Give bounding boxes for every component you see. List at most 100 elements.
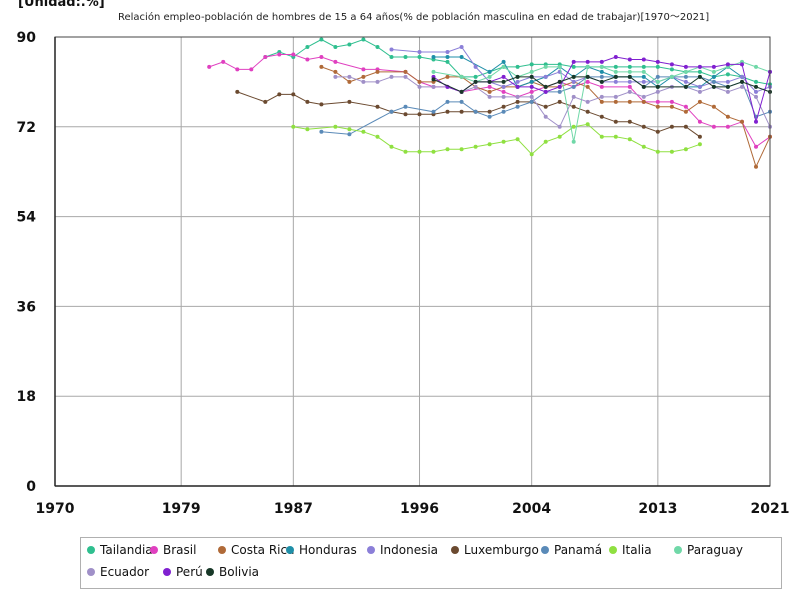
- series-line: [433, 56, 743, 88]
- data-point: [417, 84, 422, 89]
- series-line: [293, 123, 701, 155]
- plot-border: [54, 36, 771, 487]
- data-point: [571, 94, 576, 99]
- data-point: [487, 114, 492, 119]
- legend-label: Paraguay: [687, 543, 744, 557]
- data-point: [641, 64, 646, 69]
- data-point: [417, 55, 422, 59]
- data-point: [655, 89, 660, 94]
- data-point: [613, 69, 618, 74]
- data-point: [711, 69, 716, 74]
- data-point: [515, 84, 520, 89]
- data-point: [571, 79, 576, 84]
- data-point: [529, 79, 534, 84]
- data-point: [277, 52, 282, 57]
- data-point: [627, 137, 632, 142]
- data-point: [473, 144, 478, 149]
- grid-layer: [54, 36, 771, 487]
- data-point: [655, 59, 660, 64]
- data-point: [655, 64, 660, 69]
- data-point: [501, 59, 506, 64]
- y-tick-label: 90: [17, 30, 37, 46]
- legend-item: Tailandia: [87, 543, 153, 557]
- data-point: [543, 89, 548, 94]
- data-point: [711, 79, 716, 84]
- data-point: [683, 124, 688, 129]
- data-point: [754, 94, 758, 99]
- data-point: [641, 124, 646, 129]
- data-point: [599, 64, 604, 69]
- data-point: [501, 109, 506, 114]
- data-point: [627, 79, 632, 84]
- data-point: [305, 45, 310, 49]
- data-point: [725, 72, 730, 77]
- data-point: [613, 64, 618, 69]
- data-point: [333, 69, 338, 74]
- data-point: [669, 149, 674, 154]
- data-point: [543, 84, 548, 89]
- data-point: [585, 122, 590, 127]
- legend-label: Panamá: [554, 543, 603, 557]
- data-point: [697, 84, 702, 89]
- data-point: [697, 89, 702, 94]
- data-point: [655, 74, 660, 79]
- legend-swatch: [367, 546, 375, 554]
- data-point: [725, 84, 730, 89]
- data-point: [375, 134, 380, 139]
- data-point: [459, 74, 464, 79]
- data-point: [697, 74, 702, 79]
- data-point: [515, 79, 520, 84]
- data-point: [655, 79, 660, 84]
- data-point: [473, 74, 478, 79]
- y-tick-label: 36: [17, 299, 36, 315]
- series-line: [321, 66, 771, 169]
- data-point: [417, 149, 422, 154]
- data-point: [543, 64, 548, 69]
- data-point: [557, 64, 562, 69]
- data-point: [697, 69, 702, 74]
- data-point: [487, 89, 492, 94]
- data-point: [403, 74, 408, 79]
- axis-layer: 1970 1979 1987 1996 2004 2013 2021 0 18 36 54 72 90: [17, 30, 790, 517]
- data-point: [683, 69, 688, 74]
- data-point: [375, 69, 380, 74]
- data-point: [347, 42, 352, 47]
- data-point: [389, 74, 394, 79]
- data-point: [711, 104, 716, 109]
- y-tick-label: 72: [17, 120, 36, 136]
- data-point: [627, 69, 632, 74]
- data-point: [585, 99, 590, 104]
- legend-label: Brasil: [163, 543, 197, 557]
- legend-label: Perú: [176, 565, 203, 579]
- legend-swatch: [609, 546, 617, 554]
- data-point: [557, 79, 562, 84]
- data-point: [599, 114, 604, 119]
- legend-label: Italia: [622, 543, 652, 557]
- data-point: [627, 74, 632, 79]
- legend-label: Luxemburgo: [464, 543, 539, 557]
- data-point: [319, 55, 324, 59]
- data-point: [725, 124, 730, 129]
- data-point: [697, 119, 702, 124]
- data-point: [459, 109, 464, 114]
- data-point: [235, 67, 240, 72]
- data-point: [754, 64, 758, 69]
- data-point: [754, 164, 758, 169]
- data-point: [543, 114, 548, 119]
- data-point: [305, 127, 310, 132]
- data-point: [613, 94, 618, 99]
- data-point: [585, 74, 590, 79]
- data-point: [515, 104, 520, 109]
- data-point: [431, 69, 436, 74]
- x-tick-label: 1979: [162, 501, 201, 517]
- y-tick-label: 18: [17, 389, 36, 405]
- data-point: [754, 79, 758, 84]
- data-point: [655, 149, 660, 154]
- legend-label: Tailandia: [100, 543, 153, 557]
- legend-item: Italia: [609, 543, 652, 557]
- data-point: [361, 37, 366, 42]
- legend-label: Bolivia: [219, 565, 260, 579]
- data-point: [305, 99, 310, 104]
- data-point: [487, 84, 492, 89]
